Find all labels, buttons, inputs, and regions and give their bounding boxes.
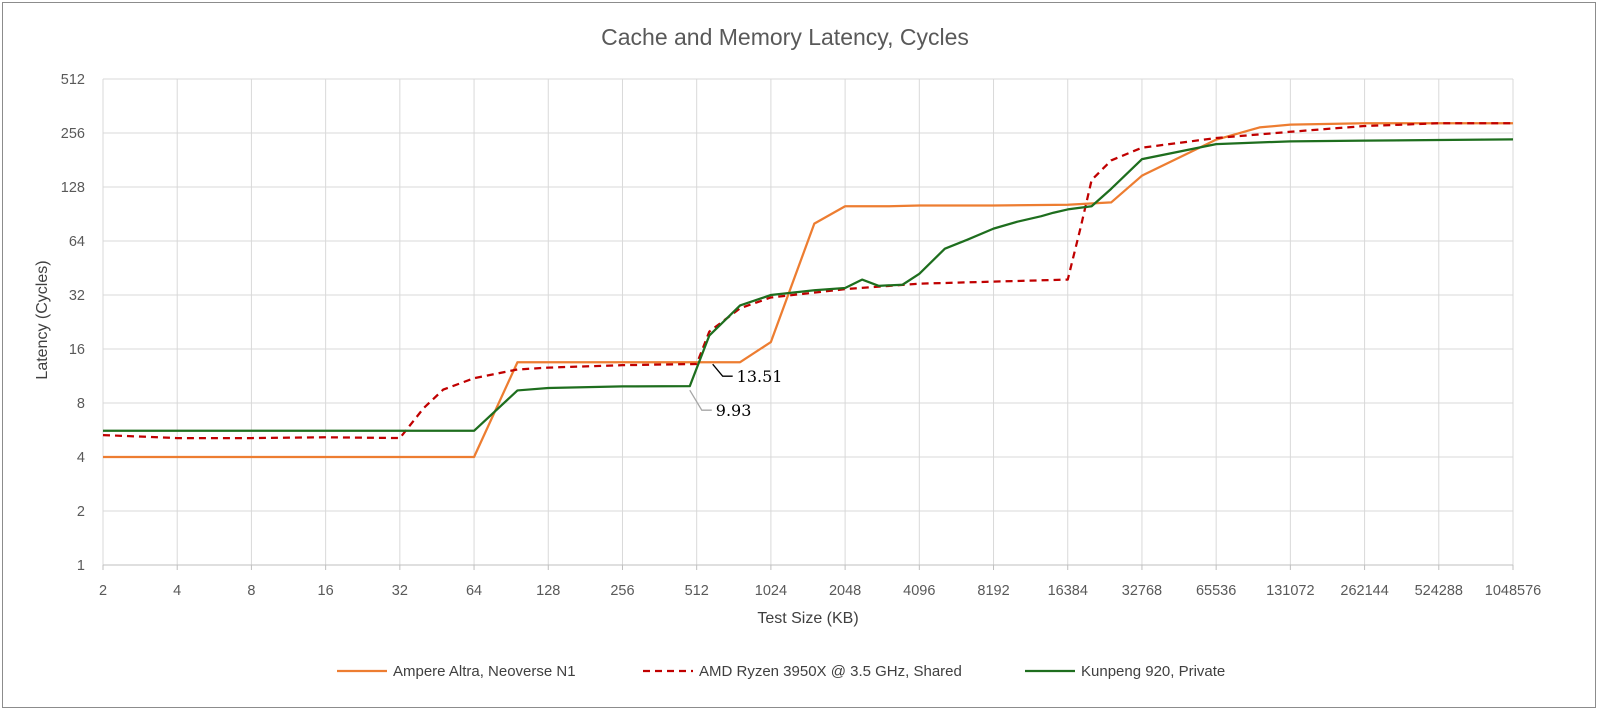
x-tick-label: 8192 bbox=[977, 583, 1009, 599]
y-tick-label: 4 bbox=[77, 450, 85, 466]
x-tick-label: 262144 bbox=[1340, 583, 1388, 599]
y-tick-label: 16 bbox=[69, 342, 85, 358]
series-line bbox=[102, 122, 1513, 440]
y-tick-label: 1 bbox=[77, 558, 85, 574]
data-label: 13.51 bbox=[737, 367, 783, 386]
series-lines bbox=[102, 122, 1514, 459]
x-tick-label: 16384 bbox=[1048, 583, 1088, 599]
x-tick-label: 128 bbox=[536, 583, 560, 599]
y-axis-title: Latency (Cycles) bbox=[34, 260, 51, 379]
x-tick-label: 16 bbox=[318, 583, 334, 599]
x-tick-label: 512 bbox=[685, 583, 709, 599]
x-tick-label: 524288 bbox=[1415, 583, 1463, 599]
series-line bbox=[103, 122, 1513, 459]
grid bbox=[102, 78, 1514, 566]
series-line bbox=[103, 138, 1514, 432]
legend: Ampere Altra, Neoverse N1 AMD Ryzen 3950X… bbox=[337, 663, 1225, 680]
x-tick-label: 131072 bbox=[1266, 583, 1314, 599]
x-tick-label: 8 bbox=[247, 583, 255, 599]
x-tick-label: 65536 bbox=[1196, 583, 1236, 599]
legend-label: Ampere Altra, Neoverse N1 bbox=[393, 663, 576, 680]
y-tick-label: 64 bbox=[69, 234, 85, 250]
y-tick-label: 8 bbox=[77, 396, 85, 412]
y-tick-label: 128 bbox=[61, 180, 85, 196]
annotations: 13.51 9.93 bbox=[689, 363, 783, 420]
x-tick-label: 4096 bbox=[903, 583, 935, 599]
chart-title: Cache and Memory Latency, Cycles bbox=[601, 24, 969, 50]
chart-svg: Cache and Memory Latency, Cycles 1248163… bbox=[34, 24, 1541, 680]
x-tick-label: 256 bbox=[610, 583, 634, 599]
x-tick-label: 64 bbox=[466, 583, 482, 599]
y-tick-label: 2 bbox=[77, 504, 85, 520]
x-tick-label: 32 bbox=[392, 583, 408, 599]
x-tick-label: 1024 bbox=[755, 583, 787, 599]
annotation-leader bbox=[689, 389, 712, 411]
legend-label: AMD Ryzen 3950X @ 3.5 GHz, Shared bbox=[699, 663, 962, 680]
x-axis-title: Test Size (KB) bbox=[757, 610, 858, 627]
y-tick-label: 32 bbox=[69, 288, 85, 304]
x-tick-label: 1048576 bbox=[1485, 583, 1541, 599]
y-tick-label: 256 bbox=[61, 126, 85, 142]
annotation-leader bbox=[712, 363, 733, 377]
legend-label: Kunpeng 920, Private bbox=[1081, 663, 1225, 680]
x-tick-label: 2048 bbox=[829, 583, 861, 599]
x-tick-label: 32768 bbox=[1122, 583, 1162, 599]
x-tick-label: 4 bbox=[173, 583, 181, 599]
data-label: 9.93 bbox=[716, 401, 752, 420]
x-tick-label: 2 bbox=[99, 583, 107, 599]
y-tick-label: 512 bbox=[61, 72, 85, 88]
